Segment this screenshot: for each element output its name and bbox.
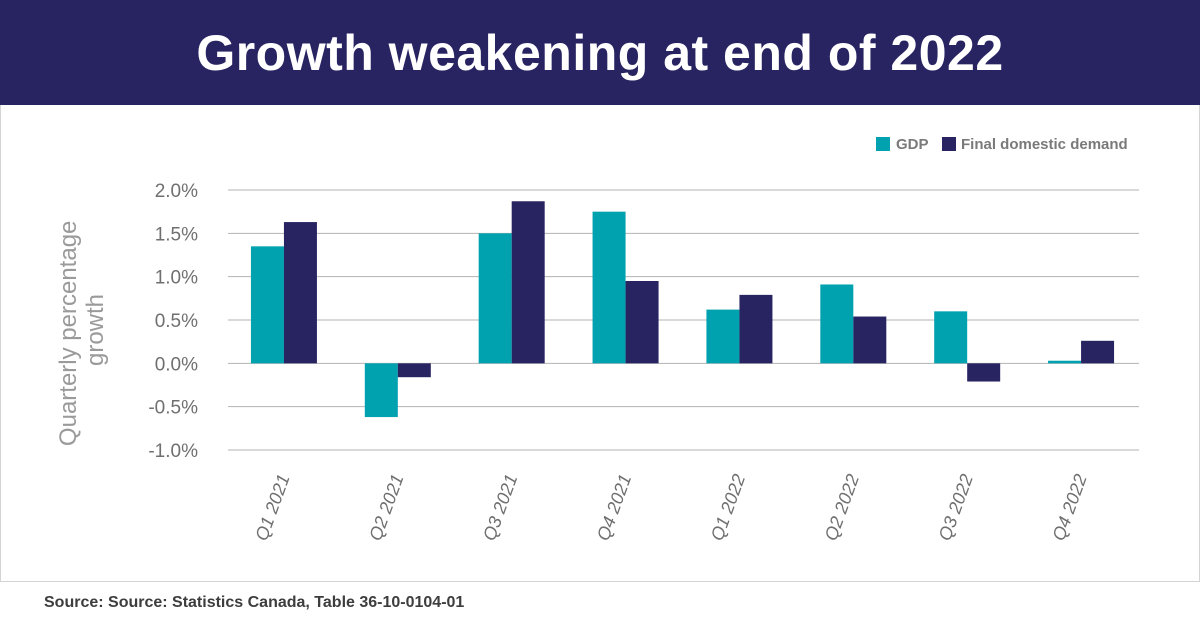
y-tick-label: 2.0% <box>155 181 198 202</box>
legend-label-final-domestic-demand: Final domestic demand <box>961 136 1128 153</box>
legend-swatch-final-domestic-demand <box>942 137 956 151</box>
legend-label-gdp: GDP <box>896 136 929 153</box>
bar-final-domestic-demand <box>283 222 317 364</box>
y-tick-label: -0.5% <box>148 398 198 419</box>
bar-final-domestic-demand <box>397 363 431 378</box>
title-banner: Growth weakening at end of 2022 <box>0 0 1200 105</box>
bar-final-domestic-demand <box>853 316 887 364</box>
bar-final-domestic-demand <box>511 201 545 364</box>
bar-final-domestic-demand <box>625 281 659 364</box>
legend: GDP Final domestic demand <box>876 136 1128 153</box>
bar-gdp <box>934 311 968 364</box>
bar-final-domestic-demand <box>739 294 773 364</box>
bar-gdp <box>478 233 512 364</box>
x-tick-label: Q4 2022 <box>1048 472 1090 544</box>
bar-gdp <box>592 211 626 364</box>
x-tick-label: Q2 2021 <box>365 472 407 544</box>
page-title: Growth weakening at end of 2022 <box>196 24 1004 81</box>
bar-final-domestic-demand <box>967 363 1001 382</box>
y-tick-label: -1.0% <box>148 441 198 462</box>
bar-gdp <box>250 246 284 364</box>
x-tick-label: Q1 2022 <box>707 472 749 544</box>
x-tick-label: Q2 2022 <box>821 472 863 544</box>
y-tick-label: 0.5% <box>155 311 198 332</box>
bar-gdp <box>706 309 740 364</box>
bar-gdp <box>820 284 854 364</box>
bar-gdp <box>1048 360 1082 364</box>
y-tick-label: 0.0% <box>155 354 198 375</box>
x-tick-label: Q1 2021 <box>251 472 293 544</box>
y-axis-label-line-2: growth <box>82 294 109 366</box>
y-axis-label: Quarterly percentage growth <box>55 214 109 446</box>
legend-swatch-gdp <box>876 137 890 151</box>
y-tick-label: 1.5% <box>155 224 198 245</box>
y-axis-label-line-1: Quarterly percentage <box>55 221 82 446</box>
source-note: Source: Source: Statistics Canada, Table… <box>44 594 465 611</box>
plot-area: 2.0% 1.5% 1.0% 0.5% 0.0% -0.5% -1.0% Q1 2021 Q2 … <box>148 181 1139 543</box>
bar-chart: GDP Final domestic demand Quarterly perc… <box>55 136 1139 543</box>
y-tick-label: 1.0% <box>155 268 198 289</box>
bar-final-domestic-demand <box>1081 340 1115 364</box>
x-tick-label: Q3 2021 <box>479 472 521 544</box>
x-tick-label: Q4 2021 <box>593 472 635 544</box>
x-tick-label: Q3 2022 <box>935 472 977 544</box>
bar-gdp <box>364 363 398 418</box>
